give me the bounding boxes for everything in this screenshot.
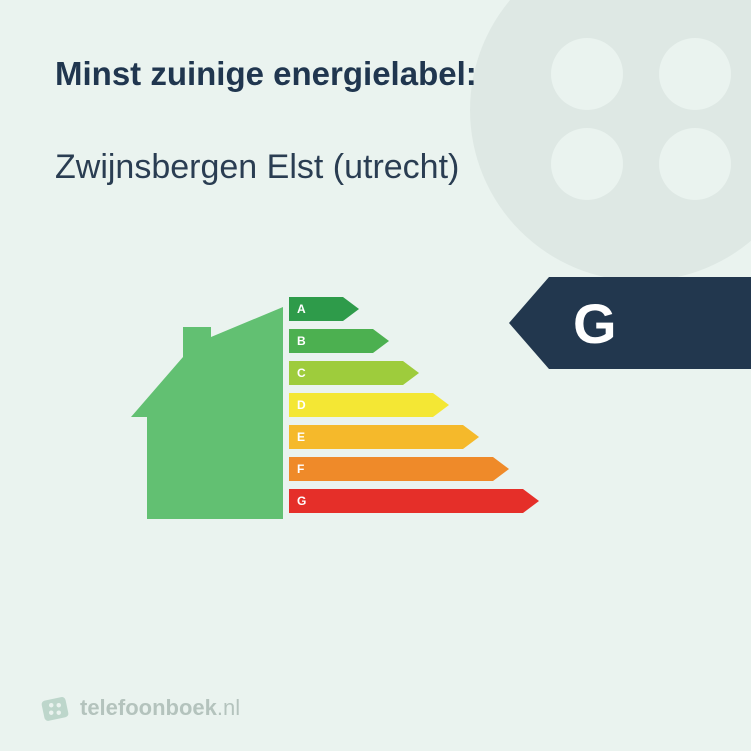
energy-bar-d	[289, 393, 449, 417]
location-name: Zwijnsbergen Elst (utrecht)	[55, 148, 696, 187]
energy-bars: A B C D E F G	[289, 297, 539, 513]
rating-letter: G	[549, 277, 751, 369]
footer-brand-bold: telefoonboek	[80, 695, 217, 720]
footer-text: telefoonboek.nl	[80, 695, 240, 721]
energy-bar-label-a: A	[297, 302, 306, 316]
energy-bar-g	[289, 489, 539, 513]
energy-bar-label-c: C	[297, 366, 306, 380]
energy-chart: A B C D E F G	[125, 297, 555, 537]
energy-label-card: Minst zuinige energielabel: Zwijnsbergen…	[0, 0, 751, 751]
energy-bar-c	[289, 361, 419, 385]
book-icon	[40, 693, 70, 723]
energy-bar-label-g: G	[297, 494, 306, 508]
house-icon	[131, 307, 283, 519]
card-title: Minst zuinige energielabel:	[55, 55, 696, 93]
energy-bar-label-f: F	[297, 462, 304, 476]
footer-brand-tld: .nl	[217, 695, 240, 720]
footer-brand: telefoonboek.nl	[40, 693, 240, 723]
energy-bar-label-e: E	[297, 430, 305, 444]
energy-bar-f	[289, 457, 509, 481]
energy-bar-e	[289, 425, 479, 449]
energy-bar-label-d: D	[297, 398, 306, 412]
chart-area: G A B C D E F G	[55, 227, 696, 721]
energy-bar-label-b: B	[297, 334, 306, 348]
